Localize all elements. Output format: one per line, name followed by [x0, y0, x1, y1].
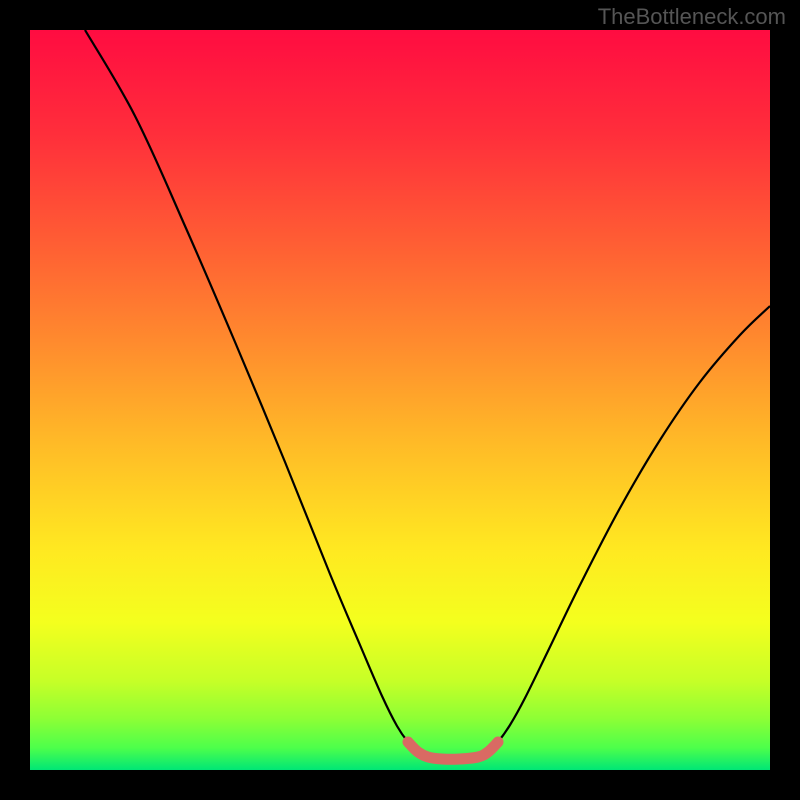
plot-area — [30, 30, 770, 770]
bottleneck-curve-chart — [30, 30, 770, 770]
chart-frame: TheBottleneck.com — [0, 0, 800, 800]
watermark-text: TheBottleneck.com — [598, 4, 786, 30]
chart-background — [30, 30, 770, 770]
